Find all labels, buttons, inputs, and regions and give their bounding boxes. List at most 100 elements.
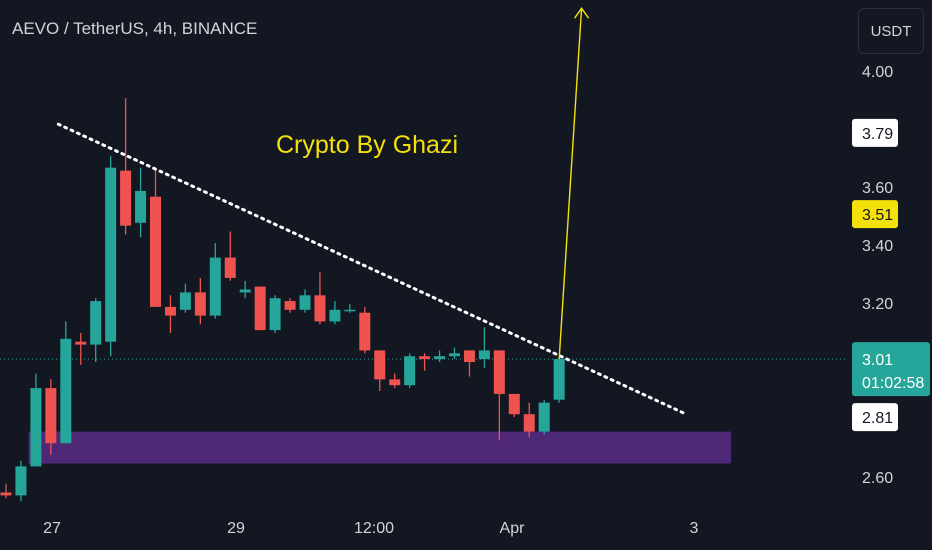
candle[interactable]: [329, 301, 341, 325]
candle-body: [493, 350, 505, 394]
candle[interactable]: [194, 277, 206, 325]
candle-body: [523, 414, 535, 432]
candle[interactable]: [75, 333, 87, 365]
candle[interactable]: [224, 231, 236, 281]
candle[interactable]: [105, 156, 117, 357]
candle[interactable]: [30, 373, 42, 467]
candle-body: [239, 289, 251, 293]
candle-body: [45, 388, 57, 444]
price-label-text: 3.79: [862, 126, 893, 143]
candle[interactable]: [463, 350, 475, 377]
chart-title: AEVO / TetherUS, 4h, BINANCE: [12, 19, 258, 38]
target-arrow: [558, 6, 590, 360]
last-price-box: [852, 342, 930, 397]
candle-body: [224, 257, 236, 278]
y-tick-label: 3.20: [862, 296, 893, 313]
candle[interactable]: [478, 327, 490, 368]
candle-body: [15, 466, 27, 496]
candle[interactable]: [45, 379, 57, 455]
candle-body: [105, 167, 117, 342]
y-tick-label: 2.60: [862, 470, 893, 487]
price-labels: 3.79 3.51 2.81 3.01 01:02:58: [852, 118, 930, 432]
candle[interactable]: [538, 399, 550, 435]
price-label: 3.51: [852, 200, 898, 229]
candle[interactable]: [374, 350, 386, 391]
price-label: 2.81: [852, 403, 898, 432]
y-tick-label: 4.00: [862, 64, 893, 81]
candle-body: [344, 309, 356, 312]
candle-body: [90, 301, 102, 345]
y-tick-label: 3.40: [862, 238, 893, 255]
candle[interactable]: [389, 373, 401, 389]
candle[interactable]: [0, 483, 12, 499]
candle[interactable]: [179, 283, 191, 313]
candle[interactable]: [314, 272, 326, 325]
candle[interactable]: [344, 304, 356, 313]
candle-body: [284, 301, 296, 310]
x-tick-label: 12:00: [354, 520, 394, 537]
candle[interactable]: [209, 243, 221, 319]
candle[interactable]: [164, 295, 176, 333]
candle[interactable]: [269, 295, 281, 333]
candle-body: [120, 170, 132, 226]
candle[interactable]: [90, 298, 102, 362]
candle-body: [359, 312, 371, 351]
candle-body: [0, 492, 12, 496]
candle[interactable]: [553, 356, 565, 403]
support-zone: [28, 431, 732, 464]
candle-body: [449, 353, 460, 357]
candle-body: [314, 295, 326, 322]
trendline: [56, 122, 688, 416]
candle[interactable]: [508, 393, 520, 418]
candle-body: [374, 350, 386, 380]
price-axis: 4.00 3.60 3.40 3.20 2.60: [862, 64, 893, 487]
candle-body: [404, 356, 416, 386]
candle-body: [538, 402, 550, 432]
candle[interactable]: [284, 298, 296, 313]
candle-body: [553, 359, 565, 400]
price-label-box: [852, 403, 898, 432]
x-tick-label: 29: [227, 520, 245, 537]
candle[interactable]: [449, 347, 460, 360]
candle[interactable]: [254, 286, 266, 331]
candle[interactable]: [60, 321, 72, 444]
candle-body: [508, 393, 520, 415]
price-label-text: 2.81: [862, 410, 893, 427]
price-label-box: [852, 118, 898, 147]
candle-body: [179, 292, 191, 310]
candle-body: [194, 292, 206, 316]
candle-body: [164, 306, 176, 316]
price-label-text: 3.51: [862, 207, 893, 224]
last-price-label: 3.01 01:02:58: [852, 342, 930, 397]
price-label: 3.79: [852, 118, 898, 147]
candle-body: [30, 388, 42, 467]
candle-body: [389, 379, 401, 386]
y-tick-label: 3.60: [862, 180, 893, 197]
x-tick-label: 27: [43, 520, 61, 537]
candle[interactable]: [150, 167, 161, 307]
last-price-value: 3.01: [862, 352, 893, 369]
candle-body: [135, 190, 147, 223]
candle[interactable]: [404, 353, 416, 389]
candle-body: [60, 338, 72, 444]
candle[interactable]: [135, 167, 147, 238]
candle[interactable]: [239, 280, 251, 299]
currency-button[interactable]: USDT: [858, 8, 924, 54]
candle[interactable]: [299, 289, 311, 313]
candle-body: [254, 286, 266, 331]
candle[interactable]: [523, 402, 535, 438]
candle-body: [299, 295, 311, 310]
candle-body: [209, 257, 221, 316]
candle[interactable]: [493, 350, 505, 441]
time-axis: 27 29 12:00 Apr 3: [43, 520, 698, 537]
candle-body: [463, 350, 475, 362]
annotation-text: Crypto By Ghazi: [276, 131, 458, 159]
candle[interactable]: [15, 460, 27, 502]
candle[interactable]: [120, 98, 132, 235]
candle[interactable]: [359, 306, 371, 354]
candle[interactable]: [434, 350, 446, 362]
candle-body: [419, 356, 431, 360]
candle-body: [434, 356, 446, 360]
candle[interactable]: [419, 353, 431, 371]
